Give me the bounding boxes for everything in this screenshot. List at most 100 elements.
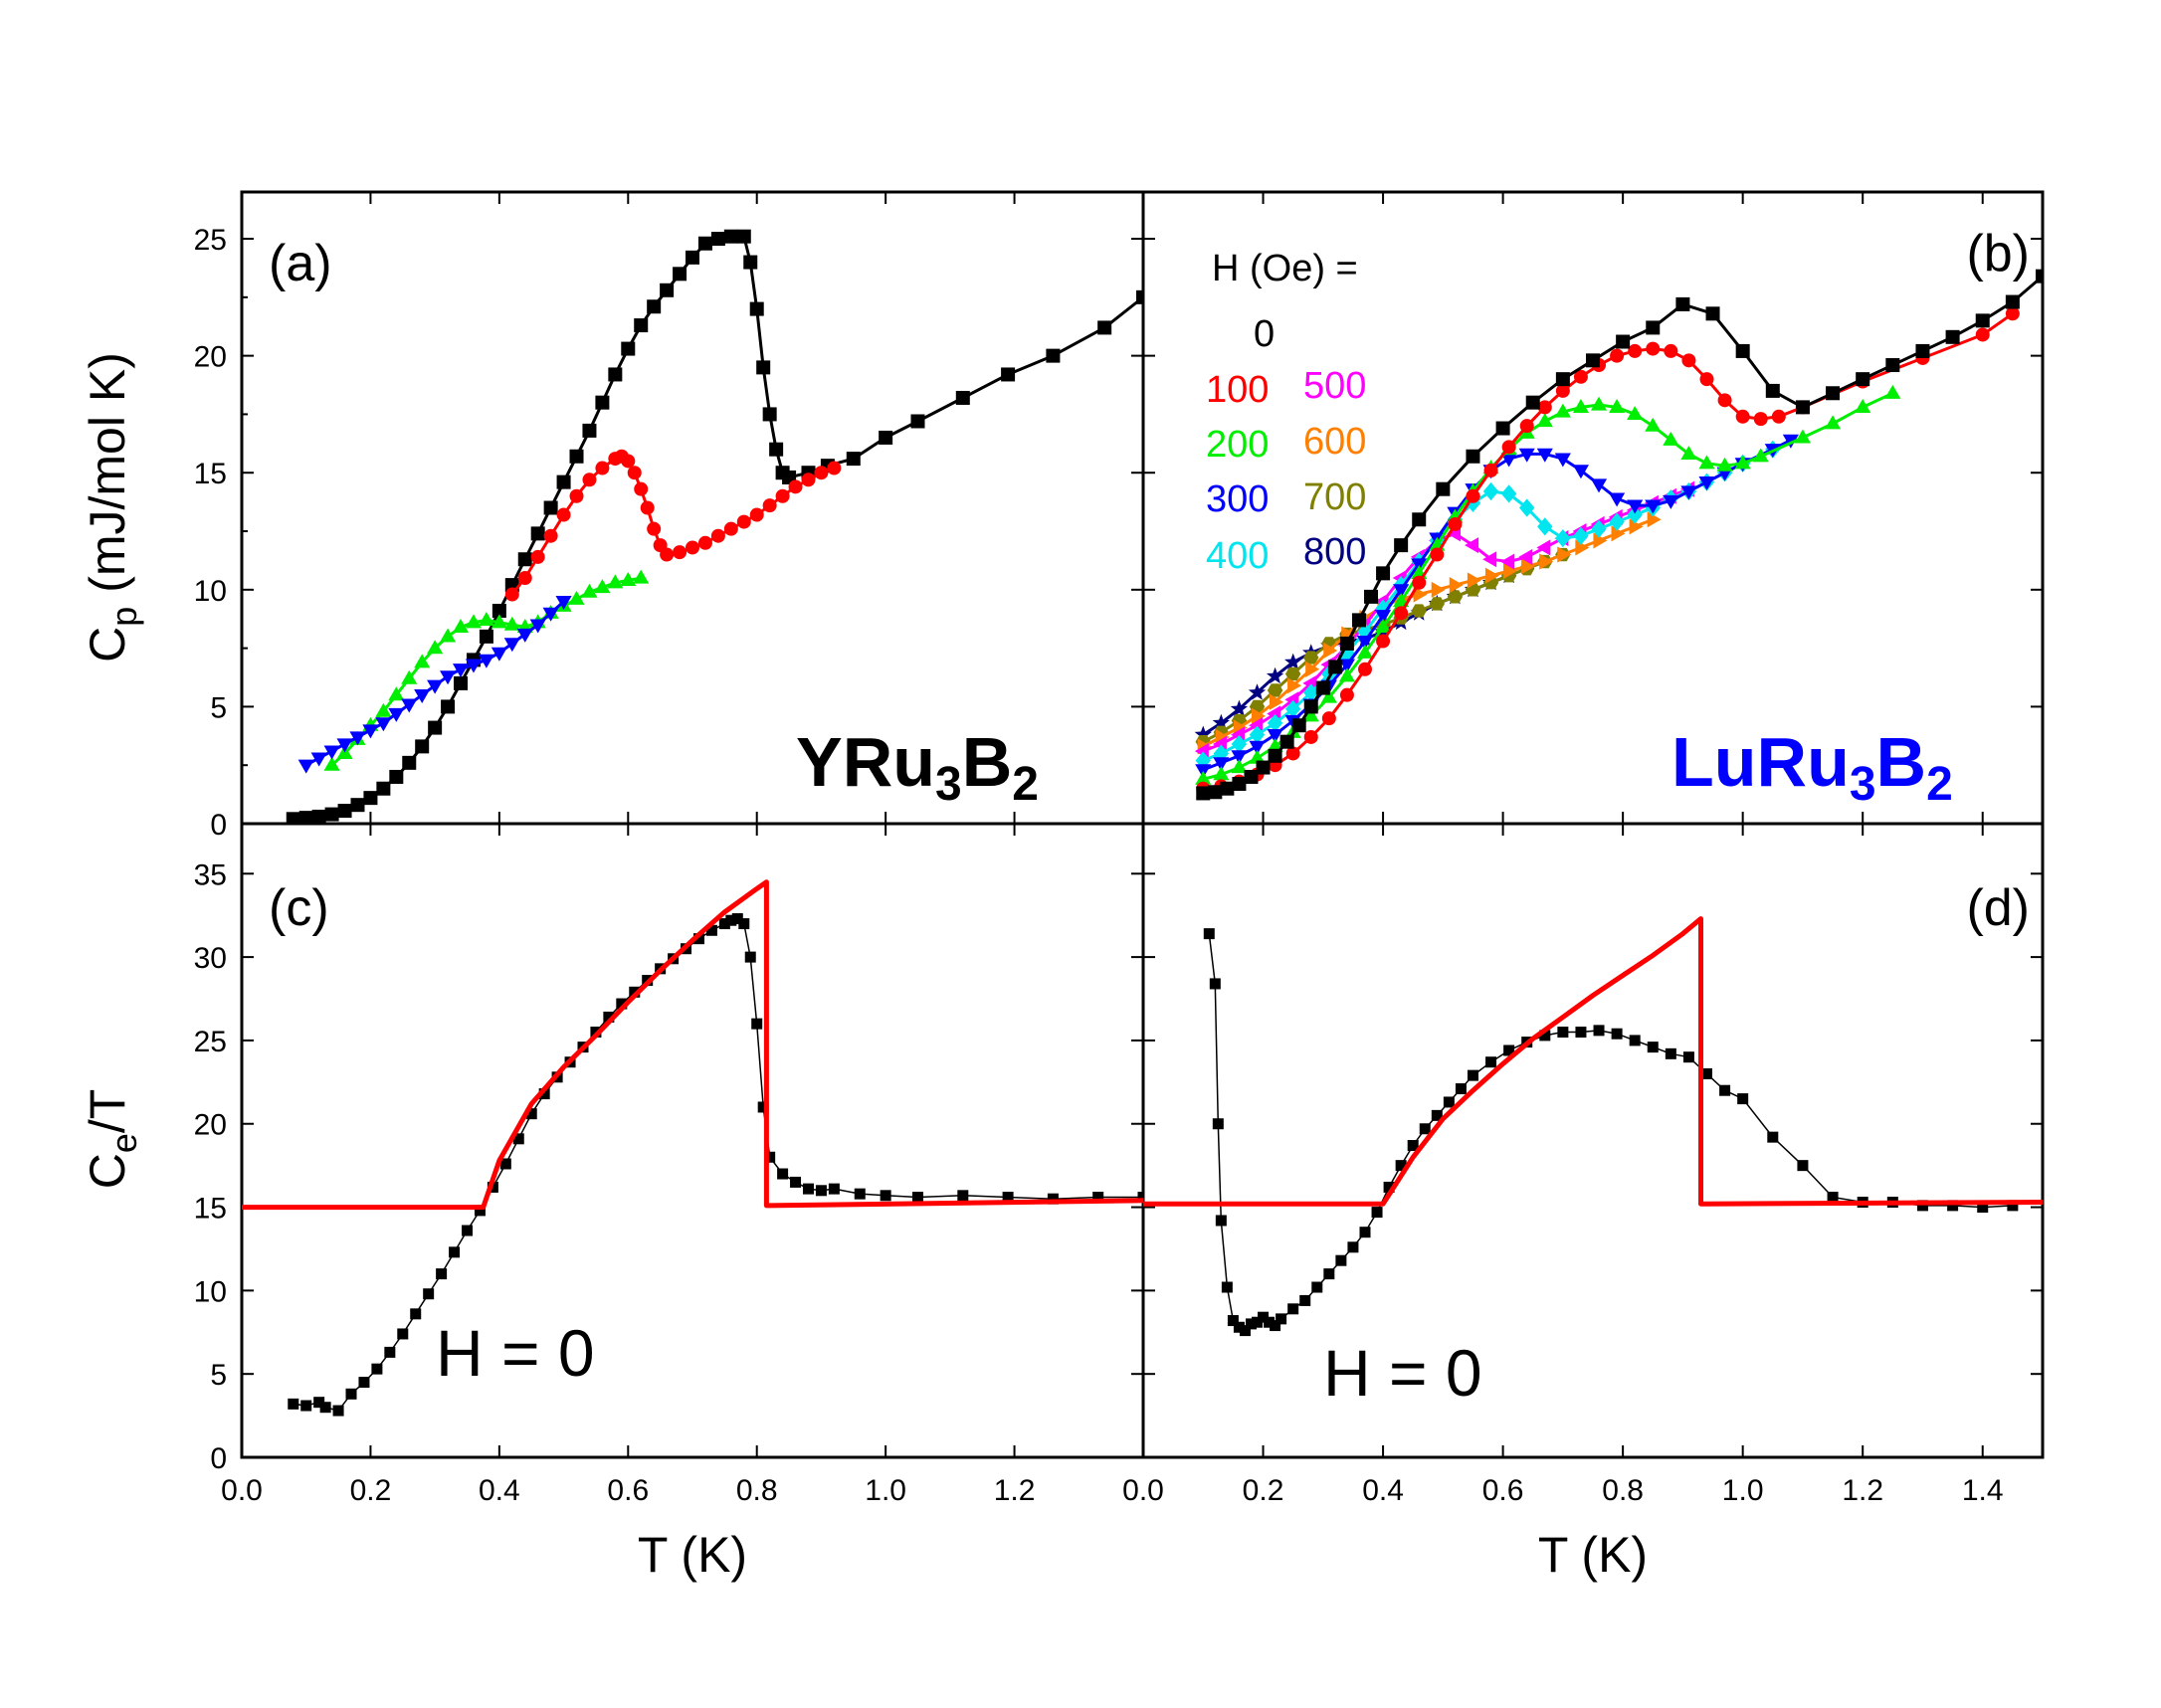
- legend-entry-300: 300: [1206, 478, 1269, 520]
- data-point: [660, 547, 675, 562]
- data-point: [1002, 1191, 1014, 1203]
- data-point: [503, 638, 520, 653]
- data-point: [452, 664, 470, 678]
- x-tick-label-d: 0.6: [1482, 1474, 1524, 1507]
- data-point: [1915, 343, 1930, 358]
- data-point: [723, 229, 738, 244]
- data-point: [801, 473, 816, 487]
- data-point: [1977, 1202, 1989, 1214]
- legend-entry-100: 100: [1206, 369, 1269, 411]
- data-point: [1239, 1325, 1251, 1337]
- data-point: [629, 986, 641, 998]
- data-point: [1539, 553, 1554, 570]
- data-point: [1323, 1268, 1335, 1280]
- y-label-top-unit: (mJ/mol K): [80, 352, 135, 607]
- data-point: [1248, 683, 1267, 700]
- data-point: [319, 1402, 331, 1414]
- data-point: [1233, 1321, 1245, 1333]
- data-point: [1284, 666, 1301, 681]
- data-point: [1975, 327, 1990, 342]
- panel-b-plot: [1194, 269, 2043, 801]
- data-point: [621, 454, 636, 469]
- data-point: [705, 924, 717, 936]
- compound-b-part-2: 3: [1850, 758, 1876, 811]
- svg-text:Cp (mJ/mol K): Cp (mJ/mol K): [80, 352, 144, 663]
- data-point: [1231, 734, 1248, 754]
- data-point: [1735, 409, 1750, 424]
- data-point: [1629, 518, 1644, 535]
- data-point: [743, 255, 758, 270]
- data-point: [1645, 499, 1662, 514]
- data-point: [1735, 343, 1750, 358]
- data-point: [1495, 421, 1510, 436]
- y-tick-label-top: 15: [194, 458, 227, 490]
- data-point: [336, 738, 353, 753]
- data-point: [1519, 498, 1535, 517]
- data-point: [827, 461, 842, 475]
- data-point: [692, 933, 704, 945]
- y-tick-label-bottom: 0: [210, 1442, 227, 1475]
- annotation-h-zero-d: H = 0: [1323, 1336, 1482, 1410]
- data-point: [1303, 729, 1318, 744]
- data-point: [1443, 1096, 1455, 1108]
- data-point: [738, 918, 750, 930]
- data-point: [1092, 1191, 1104, 1203]
- data-point: [1521, 558, 1536, 575]
- data-point: [556, 474, 571, 489]
- compound-b-part-3: B: [1876, 723, 1927, 801]
- y-tick-label-bottom: 15: [194, 1193, 227, 1226]
- data-point: [1795, 400, 1810, 415]
- data-point: [1628, 343, 1643, 358]
- data-point: [686, 540, 699, 555]
- data-point: [1555, 528, 1571, 548]
- data-point: [388, 686, 405, 701]
- data-point: [582, 473, 597, 487]
- compound-a-part-1: YRu: [796, 723, 935, 801]
- data-point: [1503, 1044, 1515, 1056]
- data-point: [749, 301, 764, 316]
- x-tick-label-d: 0.4: [1362, 1474, 1404, 1507]
- data-point: [1046, 348, 1061, 363]
- data-point: [2036, 269, 2043, 284]
- data-point: [814, 466, 829, 480]
- data-point: [1825, 415, 1842, 430]
- data-point: [1716, 457, 1733, 472]
- data-point: [581, 583, 598, 598]
- data-point: [1215, 1215, 1227, 1227]
- data-point: [1412, 512, 1427, 527]
- data-point: [1356, 644, 1374, 659]
- data-point: [620, 572, 637, 587]
- x-tick-label-d: 0.0: [1122, 1474, 1164, 1507]
- data-point: [731, 913, 743, 925]
- panel-c-plot: [242, 879, 1143, 1417]
- data-point: [376, 781, 391, 796]
- data-point: [1465, 493, 1481, 512]
- data-point: [1482, 481, 1499, 501]
- data-point: [1213, 757, 1230, 772]
- data-point: [603, 1011, 615, 1023]
- data-point: [415, 739, 430, 754]
- data-point: [846, 452, 861, 467]
- data-point: [401, 698, 418, 713]
- data-point: [1291, 718, 1306, 733]
- data-point: [1267, 683, 1283, 697]
- data-point: [777, 1168, 789, 1180]
- data-point: [1573, 526, 1589, 545]
- data-point: [1244, 769, 1259, 784]
- data-point: [530, 549, 545, 564]
- data-point: [1885, 358, 1900, 373]
- data-point: [1646, 320, 1661, 335]
- y-label-bottom-main: C: [80, 1153, 135, 1189]
- data-point: [1448, 516, 1463, 531]
- data-point: [751, 1018, 763, 1030]
- legend-entry-0: 0: [1254, 313, 1275, 355]
- data-point: [362, 724, 379, 739]
- data-point: [1555, 372, 1570, 387]
- data-point: [627, 466, 642, 480]
- data-point: [345, 1388, 357, 1400]
- data-point: [1212, 1118, 1224, 1130]
- data-point: [454, 675, 469, 690]
- compound-a-part-3: B: [962, 723, 1013, 801]
- data-point: [1249, 725, 1266, 744]
- data-point: [529, 619, 546, 634]
